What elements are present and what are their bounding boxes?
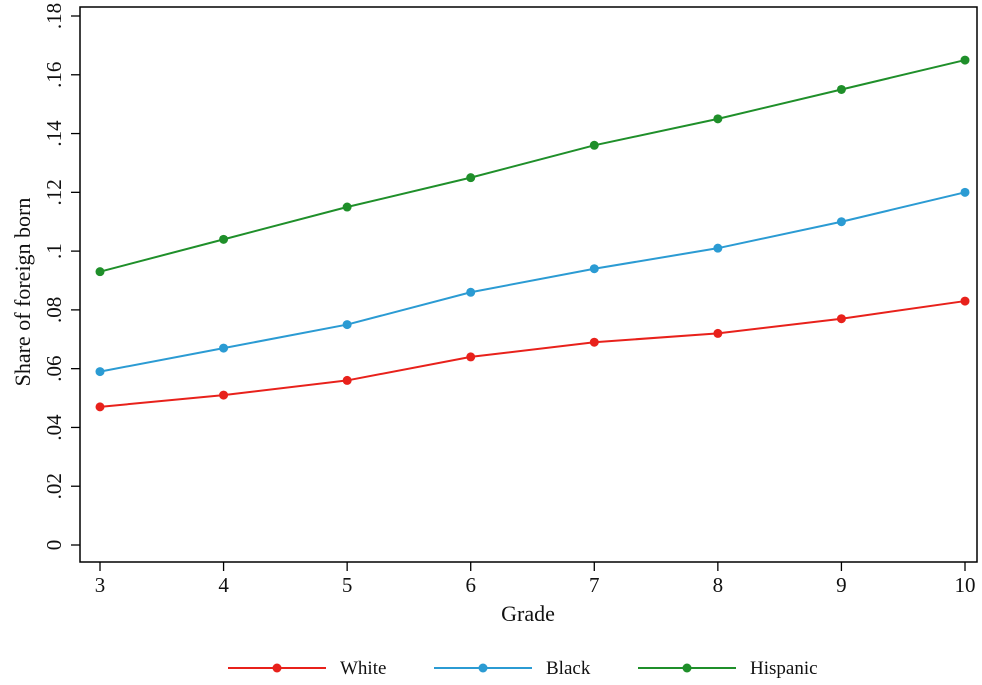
data-point bbox=[219, 343, 229, 353]
data-point bbox=[342, 375, 352, 385]
legend: White Black Hispanic bbox=[228, 658, 818, 679]
series-hispanic bbox=[95, 55, 970, 277]
x-tick-label: 8 bbox=[713, 573, 724, 597]
series-line bbox=[99, 191, 966, 373]
x-tick-label: 4 bbox=[218, 573, 229, 597]
y-tick-label: .12 bbox=[42, 179, 66, 205]
plot-frame bbox=[79, 6, 978, 563]
data-point bbox=[342, 202, 352, 212]
y-tick-label: .08 bbox=[42, 297, 66, 323]
legend-label: White bbox=[340, 658, 386, 679]
data-point bbox=[466, 287, 476, 297]
x-tick-label: 7 bbox=[589, 573, 600, 597]
y-axis: 0 .02 .04 .06 .08 .1 .12 .14 .16 .18 bbox=[42, 3, 80, 550]
y-tick-label: .04 bbox=[42, 414, 66, 441]
x-tick-label: 10 bbox=[955, 573, 976, 597]
x-axis-title: Grade bbox=[501, 601, 555, 626]
legend-swatch-marker bbox=[272, 663, 282, 673]
data-point bbox=[219, 390, 229, 400]
legend-item-black: Black bbox=[434, 658, 591, 679]
y-tick-label: .1 bbox=[42, 243, 66, 259]
data-point bbox=[589, 337, 599, 347]
y-tick-label: .06 bbox=[42, 356, 66, 382]
data-point bbox=[836, 314, 846, 324]
series-layer bbox=[95, 55, 970, 412]
legend-item-hispanic: Hispanic bbox=[638, 658, 818, 679]
data-point bbox=[589, 264, 599, 274]
y-tick-label: .02 bbox=[42, 473, 66, 499]
data-point bbox=[836, 84, 846, 94]
data-point bbox=[466, 173, 476, 183]
legend-label: Hispanic bbox=[750, 658, 818, 679]
data-point bbox=[836, 217, 846, 227]
series-black bbox=[95, 187, 970, 377]
y-tick-label: 0 bbox=[42, 540, 66, 551]
data-point bbox=[960, 296, 970, 306]
x-tick-label: 5 bbox=[342, 573, 353, 597]
series-white bbox=[95, 296, 970, 412]
data-point bbox=[219, 234, 229, 244]
y-tick-label: .16 bbox=[42, 62, 66, 88]
x-tick-label: 9 bbox=[836, 573, 847, 597]
series-line bbox=[99, 59, 966, 273]
legend-swatch-marker bbox=[682, 663, 692, 673]
x-tick-label: 6 bbox=[465, 573, 476, 597]
data-point bbox=[960, 55, 970, 65]
y-tick-label: .14 bbox=[42, 120, 66, 147]
data-point bbox=[95, 367, 105, 377]
data-point bbox=[713, 243, 723, 253]
series-line bbox=[99, 300, 966, 408]
data-point bbox=[589, 140, 599, 150]
data-point bbox=[713, 114, 723, 124]
legend-swatch-marker bbox=[478, 663, 488, 673]
y-axis-title: Share of foreign born bbox=[10, 198, 35, 387]
y-tick-label: .18 bbox=[42, 3, 66, 29]
data-point bbox=[960, 187, 970, 197]
legend-label: Black bbox=[546, 658, 591, 679]
data-point bbox=[713, 328, 723, 338]
x-tick-label: 3 bbox=[95, 573, 106, 597]
data-point bbox=[466, 352, 476, 362]
legend-item-white: White bbox=[228, 658, 386, 679]
data-point bbox=[95, 402, 105, 412]
data-point bbox=[342, 320, 352, 330]
data-point bbox=[95, 267, 105, 277]
x-axis: 3 4 5 6 7 8 9 10 bbox=[95, 562, 976, 597]
